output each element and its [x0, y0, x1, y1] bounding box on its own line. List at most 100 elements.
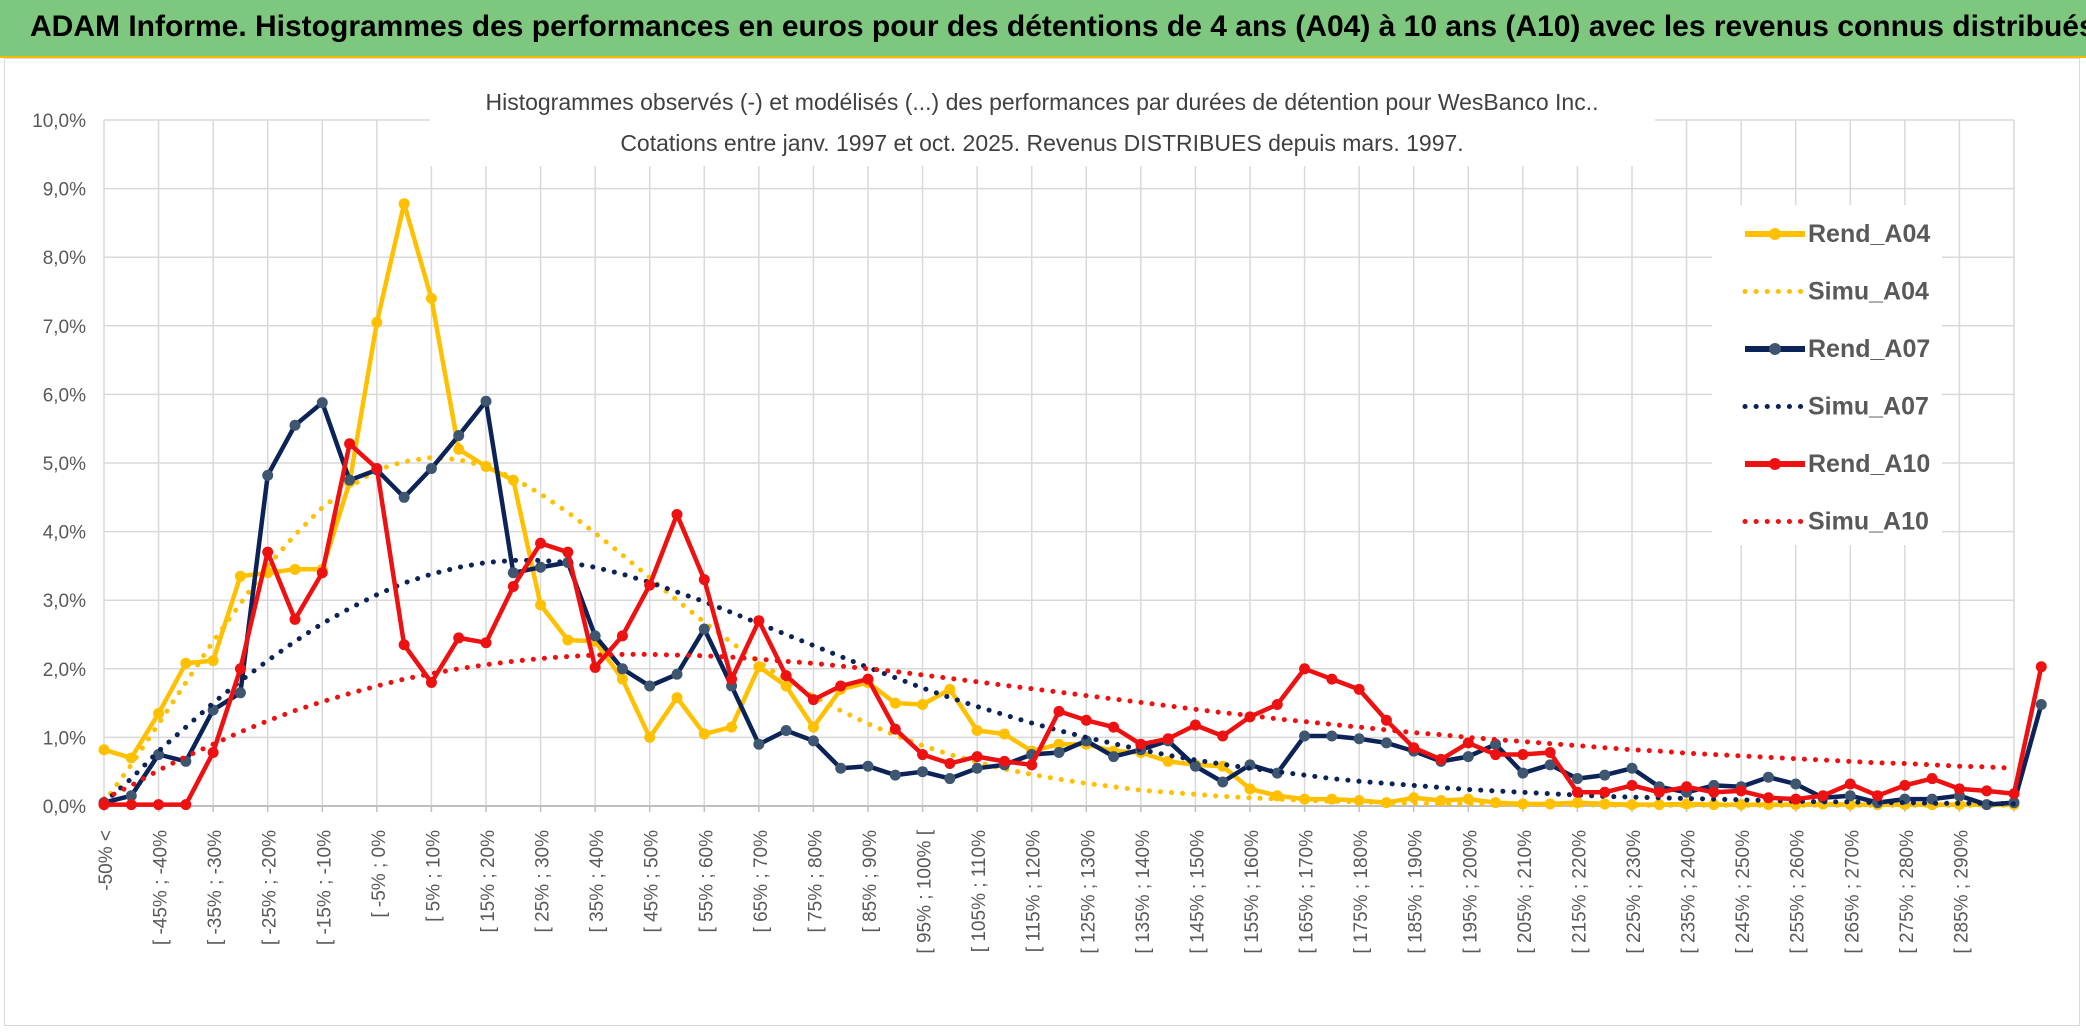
data-point-rend-a10	[1435, 753, 1447, 765]
data-point-rend-a10	[971, 751, 983, 763]
x-tick-label: [ 175% ; 180%	[1351, 830, 1372, 954]
data-point-rend-a04	[371, 316, 383, 328]
data-point-rend-a10	[1626, 779, 1638, 791]
data-point-rend-a07	[671, 668, 683, 680]
legend-label-simu-a07: Simu_A07	[1808, 393, 1929, 421]
x-tick-label: [ 5% ; 10%	[423, 830, 444, 922]
data-point-rend-a07	[1844, 790, 1856, 802]
data-point-rend-a10	[1653, 786, 1665, 798]
y-axis-ticks: 0,0% 1,0% 2,0% 3,0% 4,0% 5,0% 6,0% 7,0% 8,0% 9,0%…	[32, 111, 86, 818]
data-point-rend-a07	[835, 762, 847, 774]
data-point-rend-a07	[344, 474, 356, 486]
y-tick-label: 0,0%	[43, 797, 86, 818]
legend-marker-rend-a07	[1769, 343, 1781, 355]
y-tick-label: 5,0%	[43, 454, 86, 475]
chart-frame	[4, 58, 2080, 1026]
data-point-rend-a10	[425, 677, 437, 689]
data-point-rend-a07	[780, 725, 792, 737]
data-point-rend-a10	[1735, 785, 1747, 797]
data-point-rend-a10	[1026, 759, 1038, 771]
data-point-rend-a10	[98, 799, 110, 811]
data-point-rend-a07	[1217, 776, 1229, 788]
x-tick-label: [ 155% ; 160%	[1242, 830, 1263, 954]
x-tick-label: [ -25% ; -20%	[260, 830, 281, 945]
x-tick-label: [ 95% ; 100% [	[915, 829, 936, 953]
legend-label-rend-a10: Rend_A10	[1808, 450, 1930, 478]
data-point-rend-a07	[453, 430, 465, 442]
x-tick-label: [ 65% ; 70%	[751, 830, 772, 933]
x-tick-label: [ 275% ; 280%	[1897, 830, 1918, 954]
data-point-rend-a07	[698, 623, 710, 635]
x-tick-label: [ 15% ; 20%	[478, 830, 499, 933]
data-point-rend-a07	[480, 395, 492, 407]
data-point-rend-a10	[2035, 661, 2047, 673]
data-point-rend-a10	[753, 615, 765, 627]
data-point-rend-a10	[180, 799, 192, 811]
legend-marker-rend-a04	[1769, 228, 1781, 240]
data-point-rend-a04	[671, 692, 683, 704]
chart-subtitle: Cotations entre janv. 1997 et oct. 2025.…	[620, 130, 1463, 156]
x-tick-label: [ 285% ; 290%	[1951, 830, 1972, 954]
data-point-rend-a10	[1953, 783, 1965, 795]
data-point-rend-a10	[1762, 792, 1774, 804]
data-point-rend-a04	[1244, 783, 1256, 795]
data-point-rend-a04	[289, 563, 301, 575]
data-point-rend-a10	[1708, 786, 1720, 798]
data-point-rend-a10	[535, 537, 547, 549]
data-point-rend-a07	[1490, 738, 1502, 750]
data-point-rend-a04	[998, 728, 1010, 740]
legend-label-simu-a04: Simu_A04	[1808, 278, 1929, 306]
x-tick-label: [ 145% ; 150%	[1187, 830, 1208, 954]
data-point-rend-a10	[398, 639, 410, 651]
y-tick-label: 4,0%	[43, 523, 86, 544]
data-point-rend-a04	[125, 752, 137, 764]
data-point-rend-a07	[753, 738, 765, 750]
x-tick-label: [ 215% ; 220%	[1569, 830, 1590, 954]
data-point-rend-a10	[125, 799, 137, 811]
data-point-rend-a10	[1899, 779, 1911, 791]
x-tick-label: [ 85% ; 90%	[860, 830, 881, 933]
x-tick-label: [ -45% ; -40%	[151, 830, 172, 945]
data-point-rend-a10	[480, 637, 492, 649]
x-tick-label: [ 165% ; 170%	[1297, 830, 1318, 954]
data-point-rend-a10	[453, 632, 465, 644]
data-point-rend-a10	[1681, 781, 1693, 793]
data-point-rend-a10	[862, 673, 874, 685]
data-point-rend-a07	[1326, 730, 1338, 742]
data-point-rend-a07	[1544, 759, 1556, 771]
chart-grid	[103, 119, 2015, 812]
data-point-rend-a07	[316, 397, 328, 409]
data-point-rend-a04	[153, 707, 165, 719]
data-point-rend-a10	[1135, 738, 1147, 750]
x-tick-label: [ 115% ; 120%	[1024, 830, 1045, 952]
data-point-rend-a04	[726, 721, 738, 733]
data-point-rend-a10	[344, 438, 356, 450]
data-point-rend-a07	[616, 663, 628, 675]
data-point-rend-a10	[1217, 730, 1229, 742]
series-lines	[98, 198, 2047, 811]
data-point-rend-a10	[780, 670, 792, 682]
data-point-rend-a07	[1571, 773, 1583, 785]
data-point-rend-a10	[1872, 790, 1884, 802]
x-tick-label: [ 205% ; 210%	[1515, 830, 1536, 954]
data-point-rend-a07	[1626, 762, 1638, 774]
data-point-rend-a04	[616, 673, 628, 685]
y-tick-label: 10,0%	[32, 111, 86, 132]
data-point-rend-a10	[1189, 719, 1201, 731]
data-point-rend-a10	[1108, 721, 1120, 733]
data-point-rend-a04	[1162, 755, 1174, 767]
data-point-rend-a10	[1462, 737, 1474, 749]
data-point-rend-a04	[98, 744, 110, 756]
data-point-rend-a10	[262, 546, 274, 558]
data-point-rend-a10	[371, 462, 383, 474]
page-title: ADAM Informe. Histogrammes des performan…	[30, 10, 2086, 43]
legend-backdrop	[1712, 205, 1942, 545]
data-point-rend-a04	[1053, 738, 1065, 750]
data-point-rend-a10	[153, 799, 165, 811]
data-point-rend-a07	[398, 491, 410, 503]
data-point-rend-a04	[644, 731, 656, 743]
data-point-rend-a07	[1189, 760, 1201, 772]
data-point-rend-a07	[1053, 746, 1065, 758]
data-point-rend-a07	[507, 567, 519, 579]
x-tick-label: [ 45% ; 50%	[642, 830, 663, 933]
